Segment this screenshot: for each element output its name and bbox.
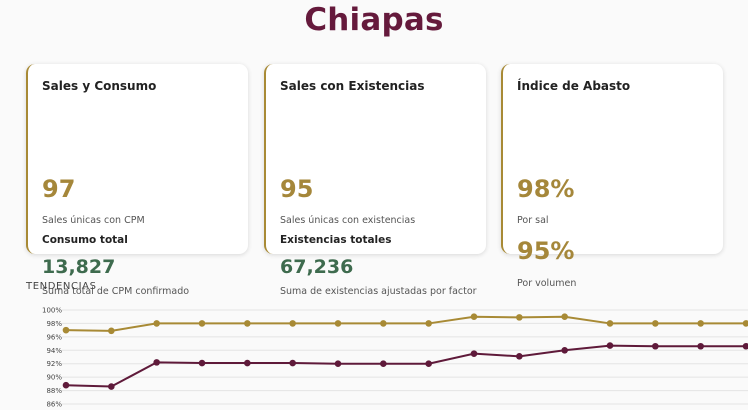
- series-1-point[interactable]: [697, 342, 704, 350]
- series-1-point[interactable]: [334, 360, 342, 368]
- sales-existencias-card: Sales con Existencias 95 Sales únicas co…: [264, 64, 486, 297]
- consumo-total-value: 13,827: [42, 256, 116, 278]
- series-1-point[interactable]: [198, 359, 206, 367]
- series-0-point[interactable]: [425, 320, 432, 327]
- consumo-total-label: Consumo total: [42, 234, 128, 246]
- consumo-total-caption: Suma total de CPM confirmado: [42, 286, 190, 297]
- series-1-point[interactable]: [516, 353, 523, 360]
- series-line-0: [65, 315, 746, 332]
- series-0-point[interactable]: [606, 320, 614, 327]
- series-1-point[interactable]: [470, 350, 478, 357]
- series-0-point[interactable]: [244, 320, 251, 327]
- series-1-point[interactable]: [289, 359, 296, 367]
- series-0-point[interactable]: [470, 313, 478, 321]
- series-1-point[interactable]: [652, 342, 659, 350]
- series-1-point[interactable]: [108, 383, 115, 390]
- series-0-point[interactable]: [516, 314, 523, 321]
- series-0-point[interactable]: [380, 320, 387, 327]
- page-title: Chiapas: [304, 2, 444, 38]
- y-tick-label: 90%: [46, 374, 62, 382]
- y-tick-label: 92%: [46, 360, 62, 368]
- series-0-point[interactable]: [198, 320, 206, 327]
- tendencias-label: TENDENCIAS: [26, 281, 97, 292]
- series-0-point[interactable]: [334, 320, 342, 327]
- series-1-point[interactable]: [62, 381, 70, 389]
- existencias-total-caption: Suma de existencias ajustadas por factor: [280, 286, 477, 297]
- sales-count-value: 97: [42, 175, 76, 203]
- series-0-point[interactable]: [289, 320, 296, 327]
- abasto-por-volumen-caption: Por volumen: [517, 278, 577, 289]
- series-1-point[interactable]: [606, 342, 614, 349]
- series-1-point[interactable]: [244, 359, 251, 367]
- series-1-point[interactable]: [425, 360, 432, 368]
- series-0-point[interactable]: [108, 327, 115, 335]
- trend-line-chart: 100% 98% 96% 94% 92% 90% 88% 86%: [42, 307, 748, 409]
- sales-consumo-card: Sales y Consumo 97 Sales únicas con CPM …: [26, 64, 248, 297]
- existencias-total-value: 67,236: [280, 256, 354, 278]
- y-tick-label: 86%: [46, 401, 62, 409]
- y-tick-label: 100%: [42, 307, 62, 315]
- series-1-point[interactable]: [742, 342, 748, 350]
- series-0-point[interactable]: [697, 320, 704, 327]
- series-0-point[interactable]: [652, 320, 659, 327]
- series-1-point[interactable]: [561, 346, 568, 354]
- existencias-count-value: 95: [280, 175, 314, 203]
- existencias-count-caption: Sales únicas con existencias: [280, 215, 416, 226]
- series-1-point[interactable]: [380, 360, 387, 368]
- abasto-por-sal-caption: Por sal: [517, 215, 549, 226]
- y-tick-label: 88%: [46, 387, 62, 395]
- card-title: Sales y Consumo: [42, 79, 157, 93]
- y-tick-label: 98%: [46, 320, 62, 328]
- series-line-1: [65, 344, 746, 388]
- series-0-point[interactable]: [62, 326, 70, 334]
- indice-abasto-card: Índice de Abasto 98% Por sal 95% Por vol…: [501, 64, 723, 289]
- existencias-total-label: Existencias totales: [280, 234, 392, 246]
- y-tick-label: 96%: [46, 333, 62, 341]
- series-1-point[interactable]: [153, 359, 160, 366]
- series-0-point[interactable]: [742, 320, 748, 327]
- series-0-point[interactable]: [561, 313, 568, 321]
- sales-count-caption: Sales únicas con CPM: [42, 215, 145, 226]
- series-0-point[interactable]: [153, 320, 160, 327]
- abasto-por-sal-value: 98%: [517, 175, 575, 203]
- card-title: Sales con Existencias: [280, 79, 425, 93]
- card-title: Índice de Abasto: [517, 79, 631, 93]
- y-tick-label: 94%: [46, 347, 62, 355]
- abasto-por-volumen-value: 95%: [517, 237, 575, 265]
